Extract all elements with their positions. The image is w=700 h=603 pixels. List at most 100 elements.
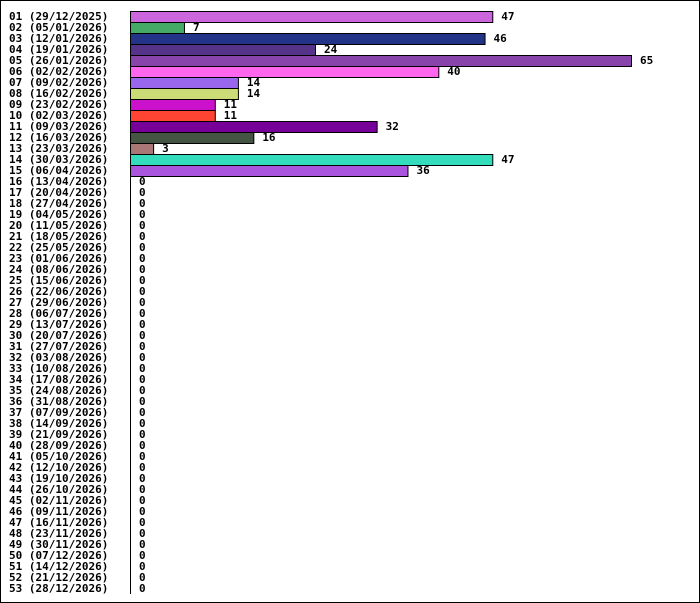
category-label: 50 (07/12/2026) <box>9 549 108 562</box>
value-label: 0 <box>139 318 146 331</box>
value-label: 0 <box>139 252 146 265</box>
category-label: 22 (25/05/2026) <box>9 241 108 254</box>
value-label: 0 <box>139 406 146 419</box>
category-label: 53 (28/12/2026) <box>9 582 108 595</box>
category-label: 23 (01/06/2026) <box>9 252 108 265</box>
value-label: 0 <box>139 307 146 320</box>
value-label: 0 <box>139 296 146 309</box>
value-label: 0 <box>139 329 146 342</box>
value-label: 40 <box>447 65 460 78</box>
value-label: 0 <box>139 483 146 496</box>
category-label: 37 (07/09/2026) <box>9 406 108 419</box>
value-label: 0 <box>139 450 146 463</box>
value-label: 0 <box>139 395 146 408</box>
value-label: 0 <box>139 186 146 199</box>
value-labels: 4774624654014141111321634736000000000000… <box>139 10 653 595</box>
category-label: 34 (17/08/2026) <box>9 373 108 386</box>
bar <box>130 99 216 111</box>
category-label: 17 (20/04/2026) <box>9 186 108 199</box>
category-label: 28 (06/07/2026) <box>9 307 108 320</box>
bar <box>130 44 316 56</box>
category-label: 43 (19/10/2026) <box>9 472 108 485</box>
value-label: 0 <box>139 549 146 562</box>
category-label: 01 (29/12/2025) <box>9 10 108 23</box>
category-label: 04 (19/01/2026) <box>9 43 108 56</box>
category-label: 25 (15/06/2026) <box>9 274 108 287</box>
value-label: 0 <box>139 527 146 540</box>
value-label: 7 <box>193 21 200 34</box>
category-label: 31 (27/07/2026) <box>9 340 108 353</box>
category-label: 03 (12/01/2026) <box>9 32 108 45</box>
value-label: 32 <box>386 120 399 133</box>
category-label: 42 (12/10/2026) <box>9 461 108 474</box>
value-label: 0 <box>139 428 146 441</box>
value-label: 0 <box>139 340 146 353</box>
bar <box>130 66 440 78</box>
category-labels: 01 (29/12/2025)02 (05/01/2026)03 (12/01/… <box>9 10 108 595</box>
bar <box>130 110 216 122</box>
category-label: 11 (09/03/2026) <box>9 120 108 133</box>
value-label: 0 <box>139 230 146 243</box>
value-label: 0 <box>139 461 146 474</box>
bar <box>130 77 239 89</box>
category-label: 12 (16/03/2026) <box>9 131 108 144</box>
value-label: 0 <box>139 362 146 375</box>
category-label: 09 (23/02/2026) <box>9 98 108 111</box>
category-label: 08 (16/02/2026) <box>9 87 108 100</box>
value-label: 0 <box>139 241 146 254</box>
value-label: 65 <box>640 54 653 67</box>
value-label: 0 <box>139 274 146 287</box>
value-label: 0 <box>139 197 146 210</box>
value-label: 11 <box>224 109 238 122</box>
value-label: 14 <box>247 87 261 100</box>
bar <box>130 121 378 133</box>
value-label: 0 <box>139 263 146 276</box>
bar <box>130 154 494 166</box>
value-label: 47 <box>501 10 514 23</box>
category-label: 26 (22/06/2026) <box>9 285 108 298</box>
value-label: 0 <box>139 373 146 386</box>
category-label: 06 (02/02/2026) <box>9 65 108 78</box>
category-label: 39 (21/09/2026) <box>9 428 108 441</box>
category-label: 10 (02/03/2026) <box>9 109 108 122</box>
value-label: 47 <box>501 153 514 166</box>
category-label: 45 (02/11/2026) <box>9 494 108 507</box>
category-label: 18 (27/04/2026) <box>9 197 108 210</box>
category-label: 13 (23/03/2026) <box>9 142 108 155</box>
bar <box>130 132 255 144</box>
value-label: 0 <box>139 538 146 551</box>
category-label: 49 (30/11/2026) <box>9 538 108 551</box>
category-label: 16 (13/04/2026) <box>9 175 108 188</box>
value-label: 0 <box>139 285 146 298</box>
category-label: 41 (05/10/2026) <box>9 450 108 463</box>
bar <box>130 143 155 155</box>
value-label: 0 <box>139 384 146 397</box>
category-label: 40 (28/09/2026) <box>9 439 108 452</box>
category-label: 52 (21/12/2026) <box>9 571 108 584</box>
value-label: 36 <box>416 164 430 177</box>
value-label: 46 <box>494 32 508 45</box>
category-label: 19 (04/05/2026) <box>9 208 108 221</box>
bar <box>130 22 185 34</box>
bar <box>130 55 632 67</box>
value-label: 14 <box>247 76 261 89</box>
category-label: 30 (20/07/2026) <box>9 329 108 342</box>
category-label: 07 (09/02/2026) <box>9 76 108 89</box>
category-label: 27 (29/06/2026) <box>9 296 108 309</box>
category-label: 44 (26/10/2026) <box>9 483 108 496</box>
category-label: 05 (26/01/2026) <box>9 54 108 67</box>
value-label: 0 <box>139 560 146 573</box>
value-label: 0 <box>139 472 146 485</box>
category-label: 21 (18/05/2026) <box>9 230 108 243</box>
category-label: 14 (30/03/2026) <box>9 153 108 166</box>
value-label: 16 <box>262 131 276 144</box>
category-label: 02 (05/01/2026) <box>9 21 108 34</box>
category-label: 35 (24/08/2026) <box>9 384 108 397</box>
value-label: 24 <box>324 43 338 56</box>
value-label: 0 <box>139 175 146 188</box>
value-label: 0 <box>139 516 146 529</box>
category-label: 48 (23/11/2026) <box>9 527 108 540</box>
